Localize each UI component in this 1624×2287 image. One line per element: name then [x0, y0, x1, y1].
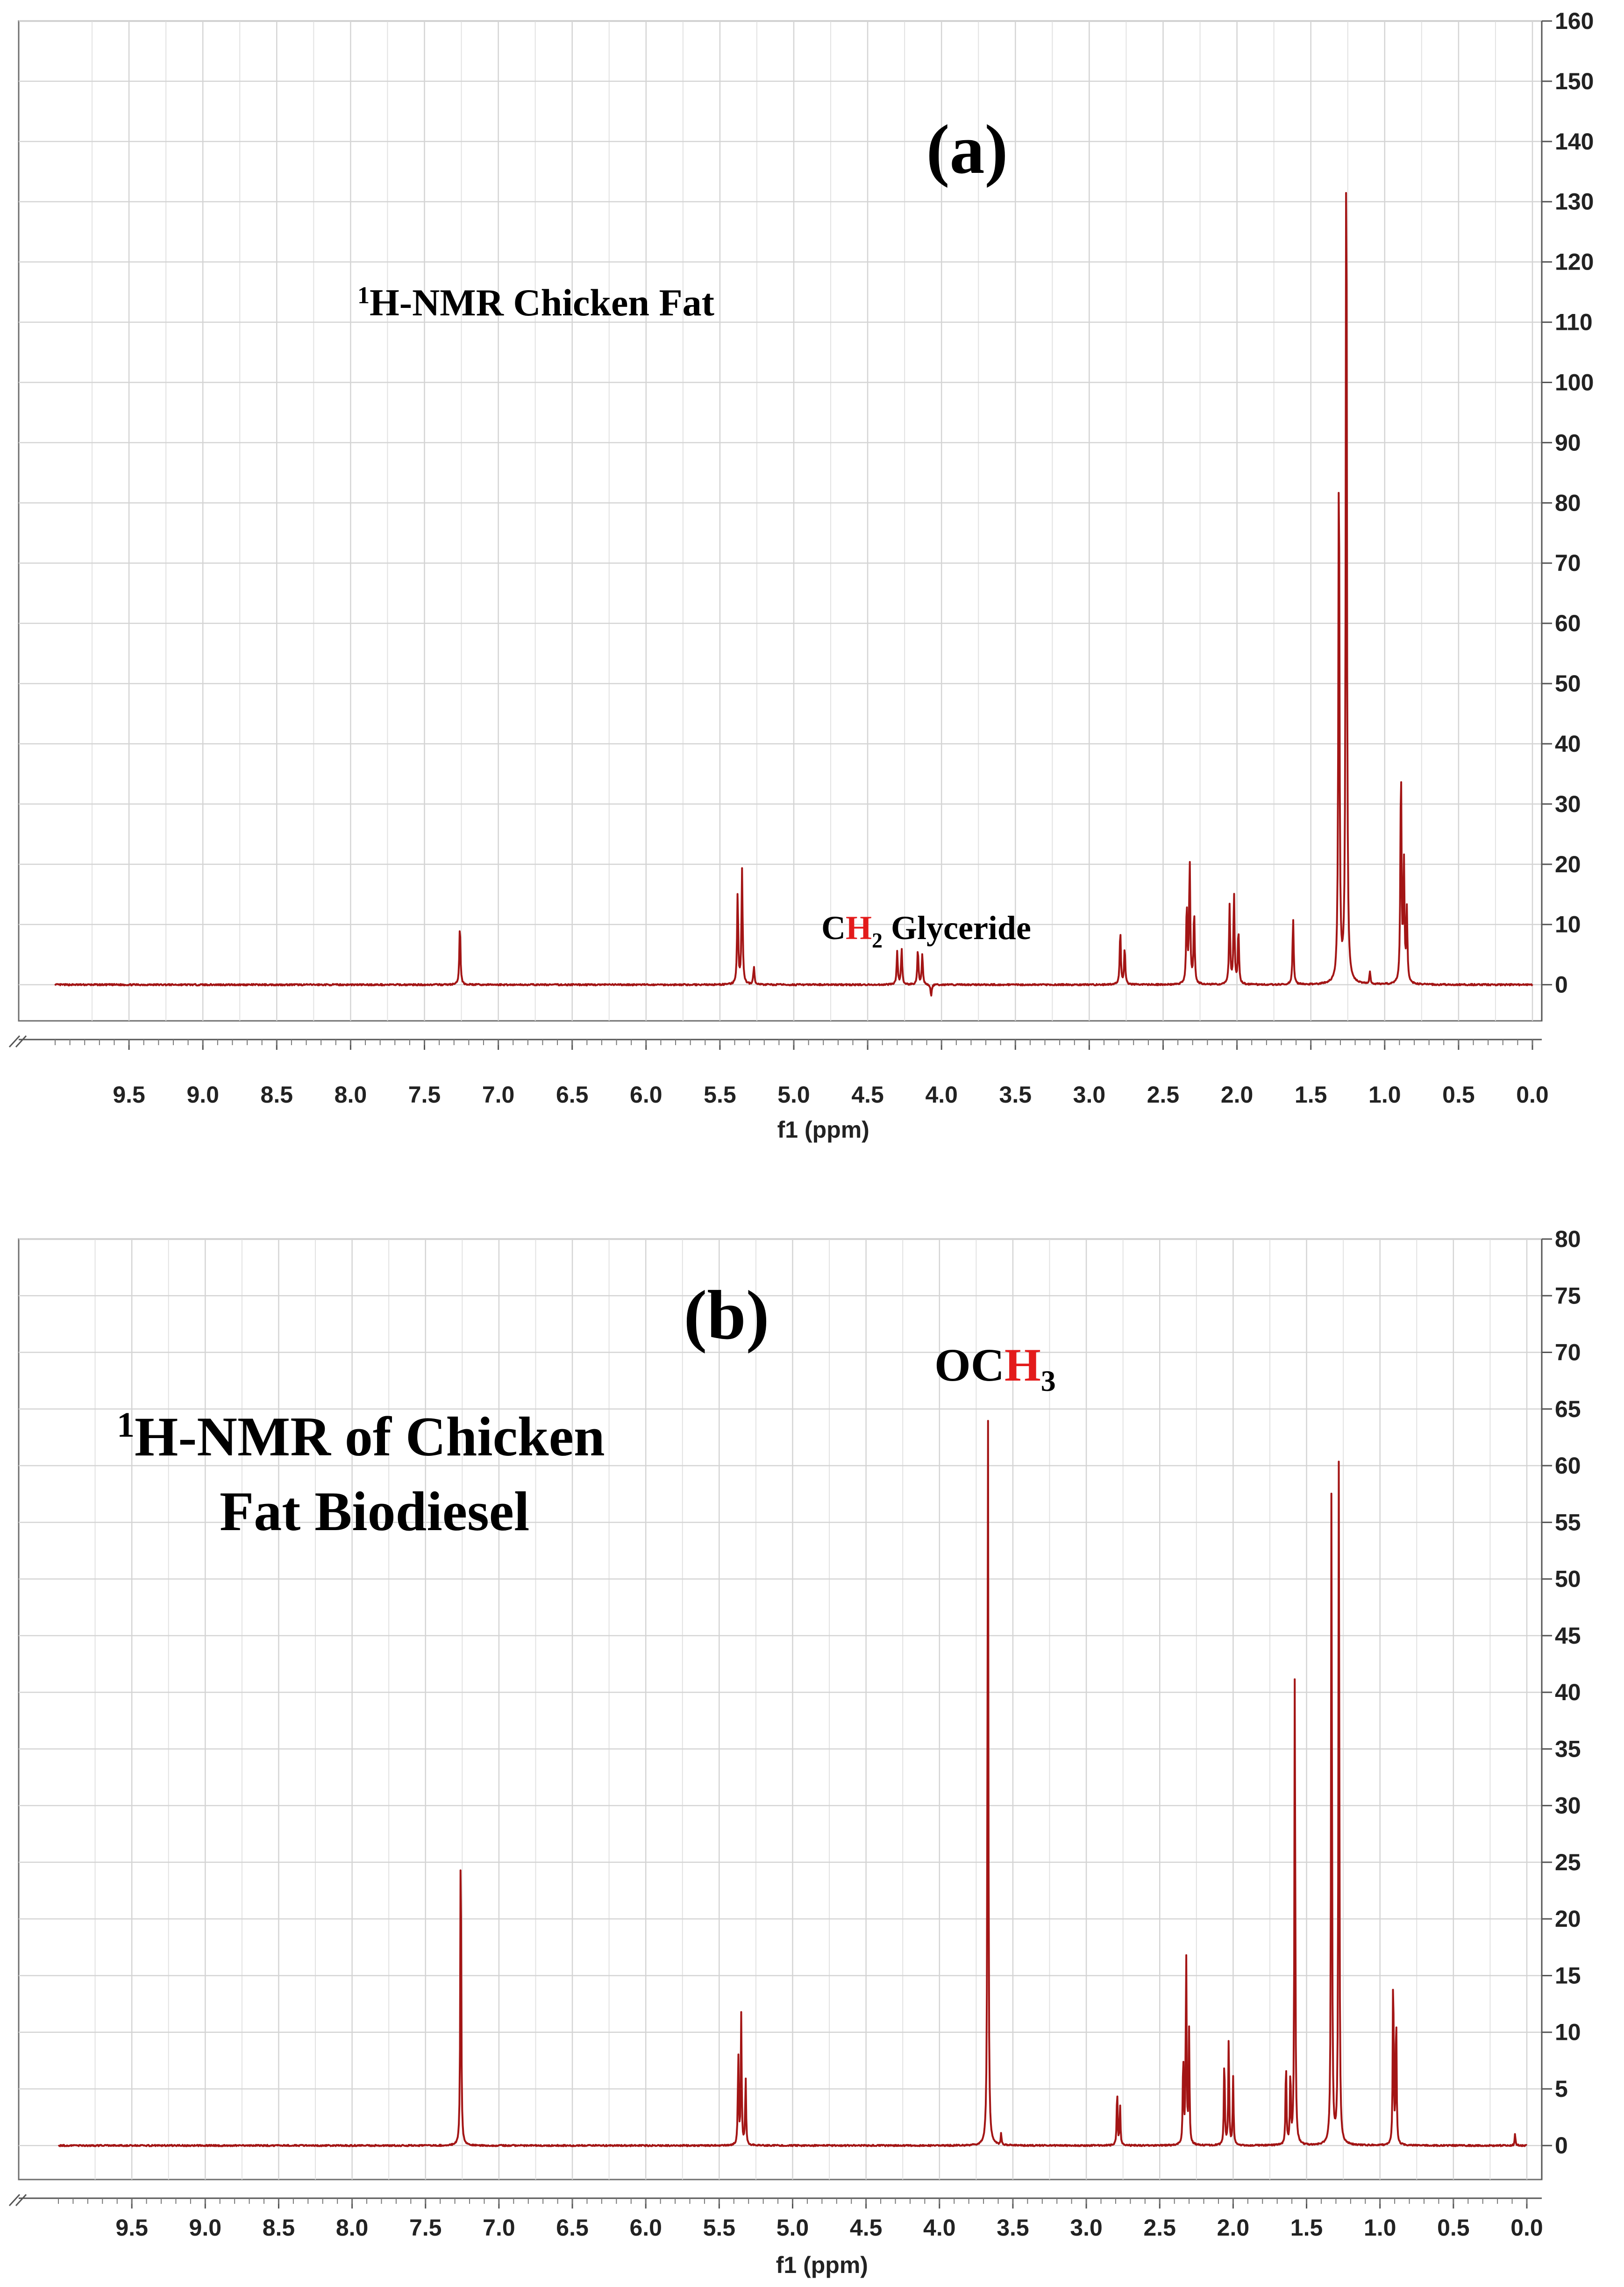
x-tick-label: 3.0: [1070, 2215, 1103, 2241]
y-tick-label: 5: [1555, 2076, 1568, 2102]
annotation-och3: OCH3: [934, 1339, 1056, 1397]
x-tick-label: 9.0: [189, 2215, 222, 2241]
y-tick-label: 150: [1555, 68, 1594, 94]
x-tick-label: 7.5: [408, 1082, 441, 1108]
spectrum-line: [54, 192, 1533, 997]
x-tick-label: 1.5: [1290, 2215, 1323, 2241]
y-tick-label: 55: [1555, 1509, 1581, 1535]
x-tick-label: 8.0: [336, 2215, 369, 2241]
x-tick-label: 8.0: [335, 1082, 367, 1108]
y-tick-label: 35: [1555, 1736, 1581, 1762]
x-tick-label: 5.0: [777, 1082, 810, 1108]
y-axis: 0 5 10 15 20 25 30 35 40 45 50 55 60 65 70 75 80: [1541, 1226, 1581, 2180]
y-tick-label: 40: [1555, 1679, 1581, 1705]
y-tick-label: 25: [1555, 1849, 1581, 1875]
y-tick-label: 50: [1555, 1566, 1581, 1592]
x-tick-label: 8.5: [263, 2215, 295, 2241]
y-tick-label: 20: [1555, 851, 1581, 877]
y-tick-label: 140: [1555, 128, 1594, 155]
y-tick-label: 80: [1555, 490, 1581, 516]
x-tick-label: 2.0: [1217, 2215, 1250, 2241]
x-tick-label: 6.5: [556, 1082, 589, 1108]
y-tick-label: 70: [1555, 1339, 1581, 1366]
x-tick-label: 9.5: [113, 1082, 145, 1108]
y-tick-label: 130: [1555, 189, 1594, 215]
x-tick-label: 7.0: [482, 1082, 515, 1108]
x-tick-label: 0.0: [1516, 1082, 1549, 1108]
x-tick-label: 1.5: [1295, 1082, 1327, 1108]
x-tick-label: 0.0: [1510, 2215, 1543, 2241]
x-axis-title: f1 (ppm): [777, 1117, 869, 1143]
annotation-ch2-glyceride: CH2 Glyceride: [821, 909, 1031, 952]
y-tick-label: 30: [1555, 1793, 1581, 1819]
x-gridlines: [19, 1238, 1542, 2180]
x-tick-label: 2.5: [1143, 2215, 1176, 2241]
panel-b-title-line2: Fat Biodiesel: [220, 1480, 529, 1542]
x-tick-label: 5.5: [704, 1082, 736, 1108]
x-tick-label: 9.5: [115, 2215, 148, 2241]
x-tick-label: 4.0: [923, 2215, 956, 2241]
y-tick-label: 0: [1555, 972, 1568, 998]
panel-a-title: 1H-NMR Chicken Fat: [357, 281, 714, 324]
x-tick-label: 0.5: [1437, 2215, 1470, 2241]
y-tick-label: 10: [1555, 912, 1581, 938]
x-tick-label: 1.0: [1364, 2215, 1396, 2241]
x-tick-label: 6.0: [629, 2215, 662, 2241]
x-tick-label: 4.5: [850, 2215, 883, 2241]
x-tick-label: 3.0: [1073, 1082, 1106, 1108]
x-tick-label: 4.5: [851, 1082, 884, 1108]
y-tick-label: 45: [1555, 1623, 1581, 1649]
y-tick-label: 110: [1555, 309, 1593, 335]
plot-area: [18, 20, 1543, 1022]
spectrum-line: [57, 1420, 1528, 2147]
y-tick-label: 90: [1555, 429, 1581, 456]
y-tick-label: 65: [1555, 1396, 1581, 1422]
x-axis: 9.5 9.0 8.5 8.0 7.5 7.0 6.5 6.0 5.5 5.0 4.5 4.0 3.5 3…: [8, 1035, 1549, 1143]
chart-panel-a: 9.5 9.0 8.5 8.0 7.5 7.0 6.5 6.0 5.5 5.0 4.5 4.0 3.5 3…: [8, 8, 1594, 1143]
y-tick-label: 75: [1555, 1282, 1581, 1309]
x-tick-label: 6.0: [630, 1082, 662, 1108]
x-tick-label: 0.5: [1442, 1082, 1475, 1108]
axis-break-mark: [15, 2194, 27, 2207]
x-tick-label: 8.5: [261, 1082, 293, 1108]
panel-label-a: (a): [926, 111, 1008, 188]
panel-b-title-line1: 1H-NMR of Chicken: [117, 1405, 605, 1468]
x-tick-label: 3.5: [997, 2215, 1029, 2241]
x-tick-label: 3.5: [999, 1082, 1032, 1108]
y-tick-label: 70: [1555, 550, 1581, 576]
y-tick-label: 20: [1555, 1906, 1581, 1932]
x-tick-label: 2.0: [1221, 1082, 1254, 1108]
axis-break-mark: [8, 2194, 21, 2207]
x-tick-label: 9.0: [186, 1082, 219, 1108]
x-axis: 9.5 9.0 8.5 8.0 7.5 7.0 6.5 6.0 5.5 5.0 4.5 4.0 3.5 3…: [8, 2194, 1543, 2278]
panel-label-b: (b): [684, 1276, 769, 1354]
x-tick-label: 1.0: [1368, 1082, 1401, 1108]
y-tick-label: 60: [1555, 610, 1581, 636]
axis-break-mark: [15, 1035, 27, 1048]
x-gridlines: [19, 20, 1542, 1021]
x-tick-label: 5.5: [703, 2215, 736, 2241]
y-tick-label: 40: [1555, 731, 1581, 757]
y-tick-label: 15: [1555, 1962, 1581, 1988]
y-axis: 0 10 20 30 40 50 60 70 80 90 100 110 120 130 140 150 160: [1541, 8, 1594, 1021]
x-tick-label: 7.0: [483, 2215, 515, 2241]
plot-area: [18, 1238, 1543, 2180]
axis-break-mark: [8, 1035, 21, 1048]
y-tick-label: 50: [1555, 670, 1581, 697]
y-tick-label: 160: [1555, 8, 1594, 34]
y-tick-label: 10: [1555, 2019, 1581, 2045]
y-tick-label: 60: [1555, 1453, 1581, 1479]
x-tick-label: 2.5: [1147, 1082, 1180, 1108]
y-tick-label: 120: [1555, 249, 1594, 275]
y-tick-label: 100: [1555, 369, 1594, 395]
x-tick-label: 7.5: [409, 2215, 442, 2241]
chart-panel-b: 9.5 9.0 8.5 8.0 7.5 7.0 6.5 6.0 5.5 5.0 4.5 4.0 3.5 3…: [8, 1226, 1581, 2278]
x-tick-label: 4.0: [925, 1082, 958, 1108]
x-axis-title: f1 (ppm): [776, 2252, 868, 2278]
x-tick-label: 5.0: [776, 2215, 809, 2241]
x-tick-label: 6.5: [556, 2215, 589, 2241]
y-tick-label: 80: [1555, 1226, 1581, 1252]
y-tick-label: 30: [1555, 791, 1581, 817]
y-tick-label: 0: [1555, 2132, 1568, 2159]
